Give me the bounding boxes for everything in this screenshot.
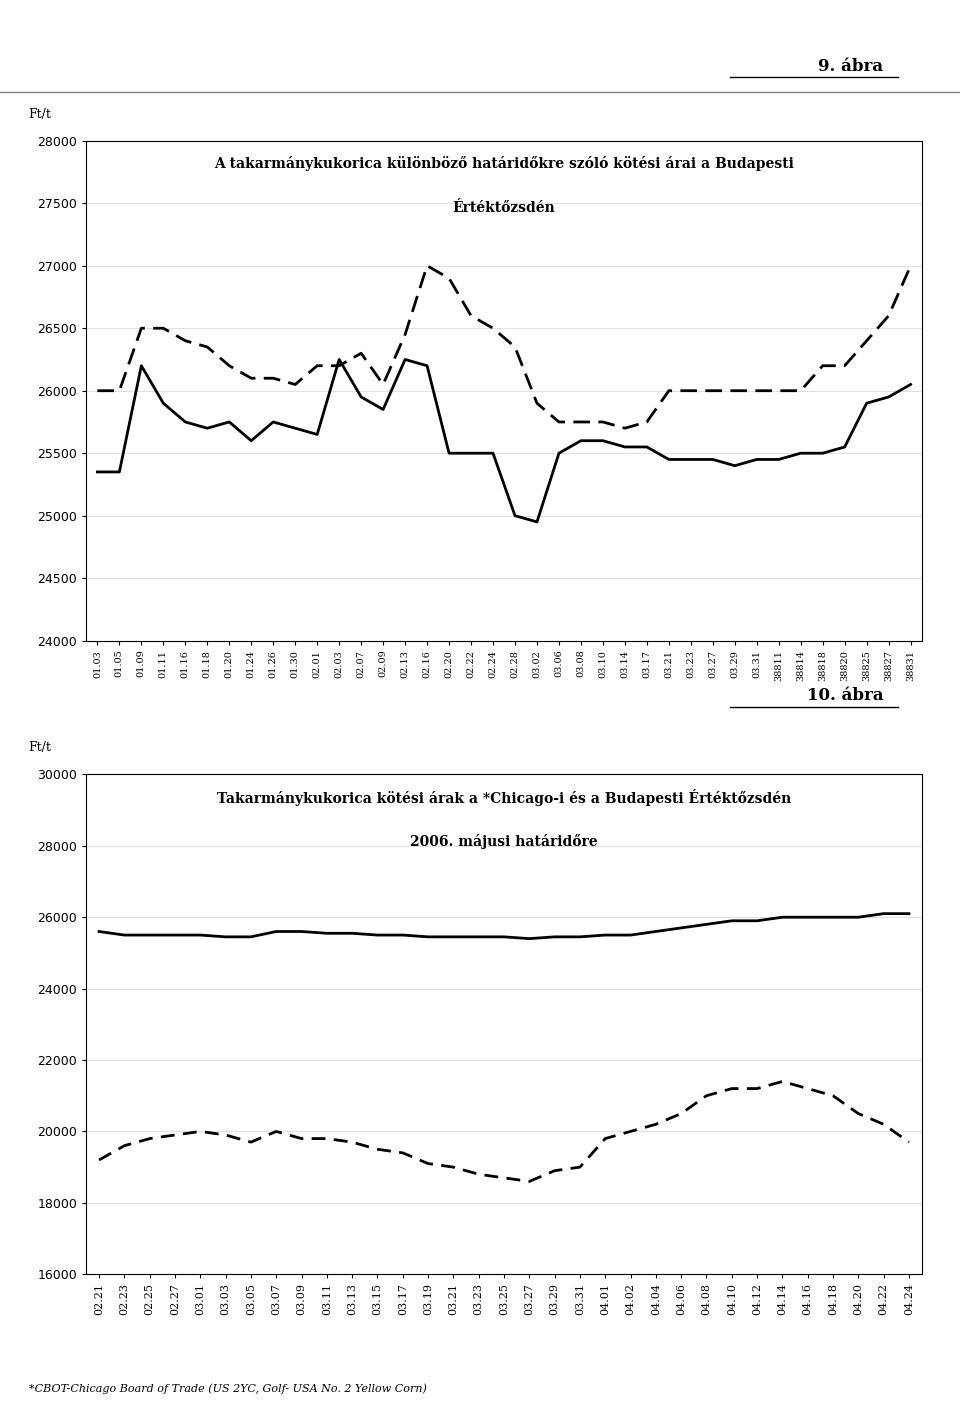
Text: 10. ábra: 10. ábra [806,687,883,704]
Text: Ft/t: Ft/t [28,108,51,121]
Text: Takarmánykukorica kötési árak a *Chicago-i és a Budapesti Értéktőzsdén: Takarmánykukorica kötési árak a *Chicago… [217,790,791,807]
Text: jegyzés ideje: jegyzés ideje [840,831,922,843]
Legend: 2006. máj, 2006. júl: 2006. máj, 2006. júl [109,901,371,924]
Text: *CBOT-Chicago Board of Trade (US 2YC, Golf- USA No. 2 Yellow Corn): *CBOT-Chicago Board of Trade (US 2YC, Go… [29,1383,426,1394]
Text: Értéktőzsdén: Értéktőzsdén [452,201,556,215]
Text: 9. ábra: 9. ábra [818,58,883,75]
Text: A takarmánykukorica különböző határidőkre szóló kötési árai a Budapesti: A takarmánykukorica különböző határidőkr… [214,156,794,170]
Text: 2006. májusi határidőre: 2006. májusi határidőre [410,835,598,849]
Text: Ft/t: Ft/t [28,742,51,755]
